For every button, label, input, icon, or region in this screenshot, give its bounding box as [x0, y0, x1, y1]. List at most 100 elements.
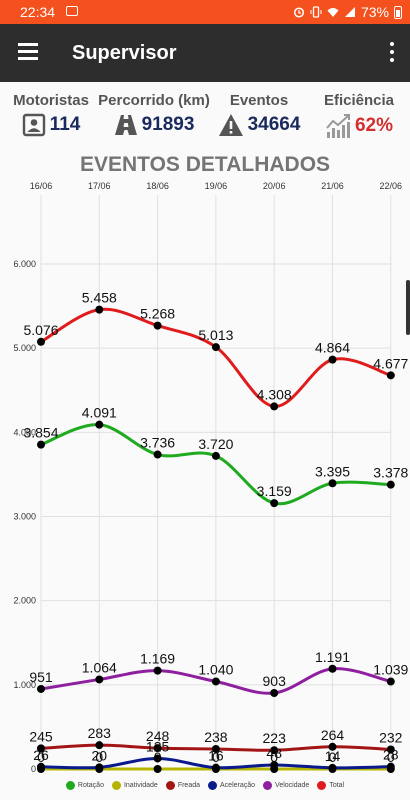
- x-tick-label: 22/06: [380, 181, 403, 191]
- data-label-rotacao: 3.395: [315, 463, 350, 479]
- y-tick-label: 4.000: [13, 427, 36, 437]
- x-tick-label: 21/06: [321, 181, 344, 191]
- data-point-total: [211, 343, 220, 352]
- data-label-inatividade: 0: [212, 749, 220, 765]
- data-point-total: [386, 371, 395, 380]
- data-point-freada: [211, 744, 220, 753]
- vibrate-icon: [310, 6, 322, 18]
- data-label-velocidade: 903: [263, 673, 287, 689]
- legend-item-aceleracao: Aceleração: [208, 780, 255, 790]
- stat-value: 34664: [247, 114, 301, 135]
- data-label-velocidade: 1.064: [82, 659, 117, 675]
- y-tick-label: 5.000: [13, 343, 36, 353]
- data-label-freada: 245: [29, 728, 53, 744]
- status-bar: 22:34 73%: [0, 0, 410, 24]
- data-point-total: [270, 402, 279, 411]
- data-point-velocidade: [153, 666, 162, 675]
- wifi-icon: [327, 8, 339, 17]
- stat-value: 91893: [141, 114, 195, 135]
- data-label-total: 5.268: [140, 306, 175, 322]
- battery-percent: 73%: [360, 4, 389, 20]
- image-notification-icon: [66, 6, 78, 16]
- data-label-freada: 238: [204, 729, 228, 745]
- data-label-rotacao: 3.854: [23, 425, 58, 441]
- data-label-freada: 283: [88, 725, 112, 741]
- scroll-handle[interactable]: [406, 280, 410, 335]
- data-point-aceleracao: [95, 763, 104, 772]
- y-tick-label: 3.000: [13, 512, 36, 522]
- data-label-aceleracao: 16: [208, 748, 224, 764]
- data-point-total: [37, 337, 45, 346]
- data-point-velocidade: [95, 675, 104, 684]
- data-label-aceleracao: 28: [383, 747, 399, 763]
- signal-icon: [344, 7, 355, 17]
- stat-percorrido: Percorrido (km) 91893: [96, 92, 212, 137]
- data-point-freada: [386, 745, 395, 754]
- legend-label: Freada: [177, 781, 201, 789]
- data-label-rotacao: 3.159: [257, 483, 292, 499]
- x-tick-label: 18/06: [146, 181, 169, 191]
- data-point-total: [153, 321, 162, 330]
- legend-label: Rotação: [77, 781, 104, 789]
- stat-value: 62%: [354, 115, 394, 136]
- data-label-aceleracao: 26: [33, 747, 49, 763]
- data-point-velocidade: [37, 684, 45, 693]
- data-label-freada: 223: [263, 730, 287, 746]
- stat-value: 114: [49, 114, 81, 135]
- data-point-aceleracao: [37, 762, 45, 771]
- data-point-aceleracao: [211, 763, 220, 772]
- events-line-chart: 16/06 17/06 18/06 19/06 20/06 21/06 22/06 0 1.00…: [13, 181, 408, 774]
- legend-swatch: [111, 780, 121, 790]
- stat-label: Eficiência: [323, 92, 395, 109]
- status-icons: 73%: [293, 4, 402, 20]
- data-label-total: 5.458: [82, 290, 117, 306]
- data-point-aceleracao: [270, 760, 279, 769]
- data-label-total: 4.308: [257, 386, 292, 402]
- data-point-rotacao: [95, 420, 104, 429]
- data-label-freada: 264: [321, 727, 345, 743]
- stat-label: Motoristas: [13, 92, 89, 109]
- data-label-rotacao: 4.091: [82, 405, 117, 421]
- data-point-rotacao: [37, 440, 45, 449]
- hamburger-menu-icon[interactable]: [18, 43, 38, 60]
- stat-motoristas: Motoristas 114: [10, 92, 92, 137]
- data-label-aceleracao: 20: [92, 747, 108, 763]
- y-tick-label: 1.000: [13, 680, 36, 690]
- road-icon: [114, 115, 137, 135]
- data-label-velocidade: 1.169: [140, 651, 175, 667]
- legend-label: Velocidade: [275, 781, 310, 789]
- data-point-rotacao: [153, 450, 162, 459]
- chart-title: EVENTOS DETALHADOS: [79, 153, 331, 176]
- legend-swatch: [165, 780, 175, 790]
- more-options-icon[interactable]: [388, 42, 396, 62]
- data-point-inatividade: [153, 765, 162, 773]
- legend-swatch: [317, 780, 327, 790]
- data-point-rotacao: [328, 479, 337, 488]
- badge-icon: [22, 113, 45, 137]
- legend-label: Inatividade: [123, 781, 158, 789]
- data-label-freada: 232: [379, 729, 403, 745]
- data-point-rotacao: [386, 480, 395, 489]
- data-point-freada: [37, 744, 45, 753]
- data-label-inatividade: 0: [387, 749, 395, 765]
- app-bar: Supervisor: [0, 24, 410, 82]
- status-time: 22:34: [20, 4, 56, 20]
- data-label-velocidade: 1.040: [198, 661, 233, 677]
- data-point-freada: [153, 744, 162, 753]
- data-label-aceleracao: 14: [325, 748, 341, 764]
- legend-item-inatividade: Inatividade: [111, 780, 158, 790]
- y-tick-label: 6.000: [13, 259, 36, 269]
- legend-item-velocidade: Velocidade: [263, 780, 310, 790]
- legend-item-freada: Freada: [165, 780, 201, 790]
- data-point-freada: [95, 741, 104, 750]
- legend-swatch: [65, 780, 75, 790]
- stat-eventos: Eventos 34664: [214, 92, 304, 137]
- data-point-freada: [270, 746, 279, 755]
- summary-stats: Motoristas 114 Percorrido (km) 91893 Eve…: [0, 88, 410, 148]
- data-label-total: 4.677: [373, 355, 408, 371]
- y-tick-label: 0: [31, 764, 36, 774]
- data-point-freada: [328, 742, 337, 751]
- x-tick-label: 16/06: [30, 181, 53, 191]
- app-title: Supervisor: [72, 42, 177, 64]
- data-label-rotacao: 3.378: [373, 465, 408, 481]
